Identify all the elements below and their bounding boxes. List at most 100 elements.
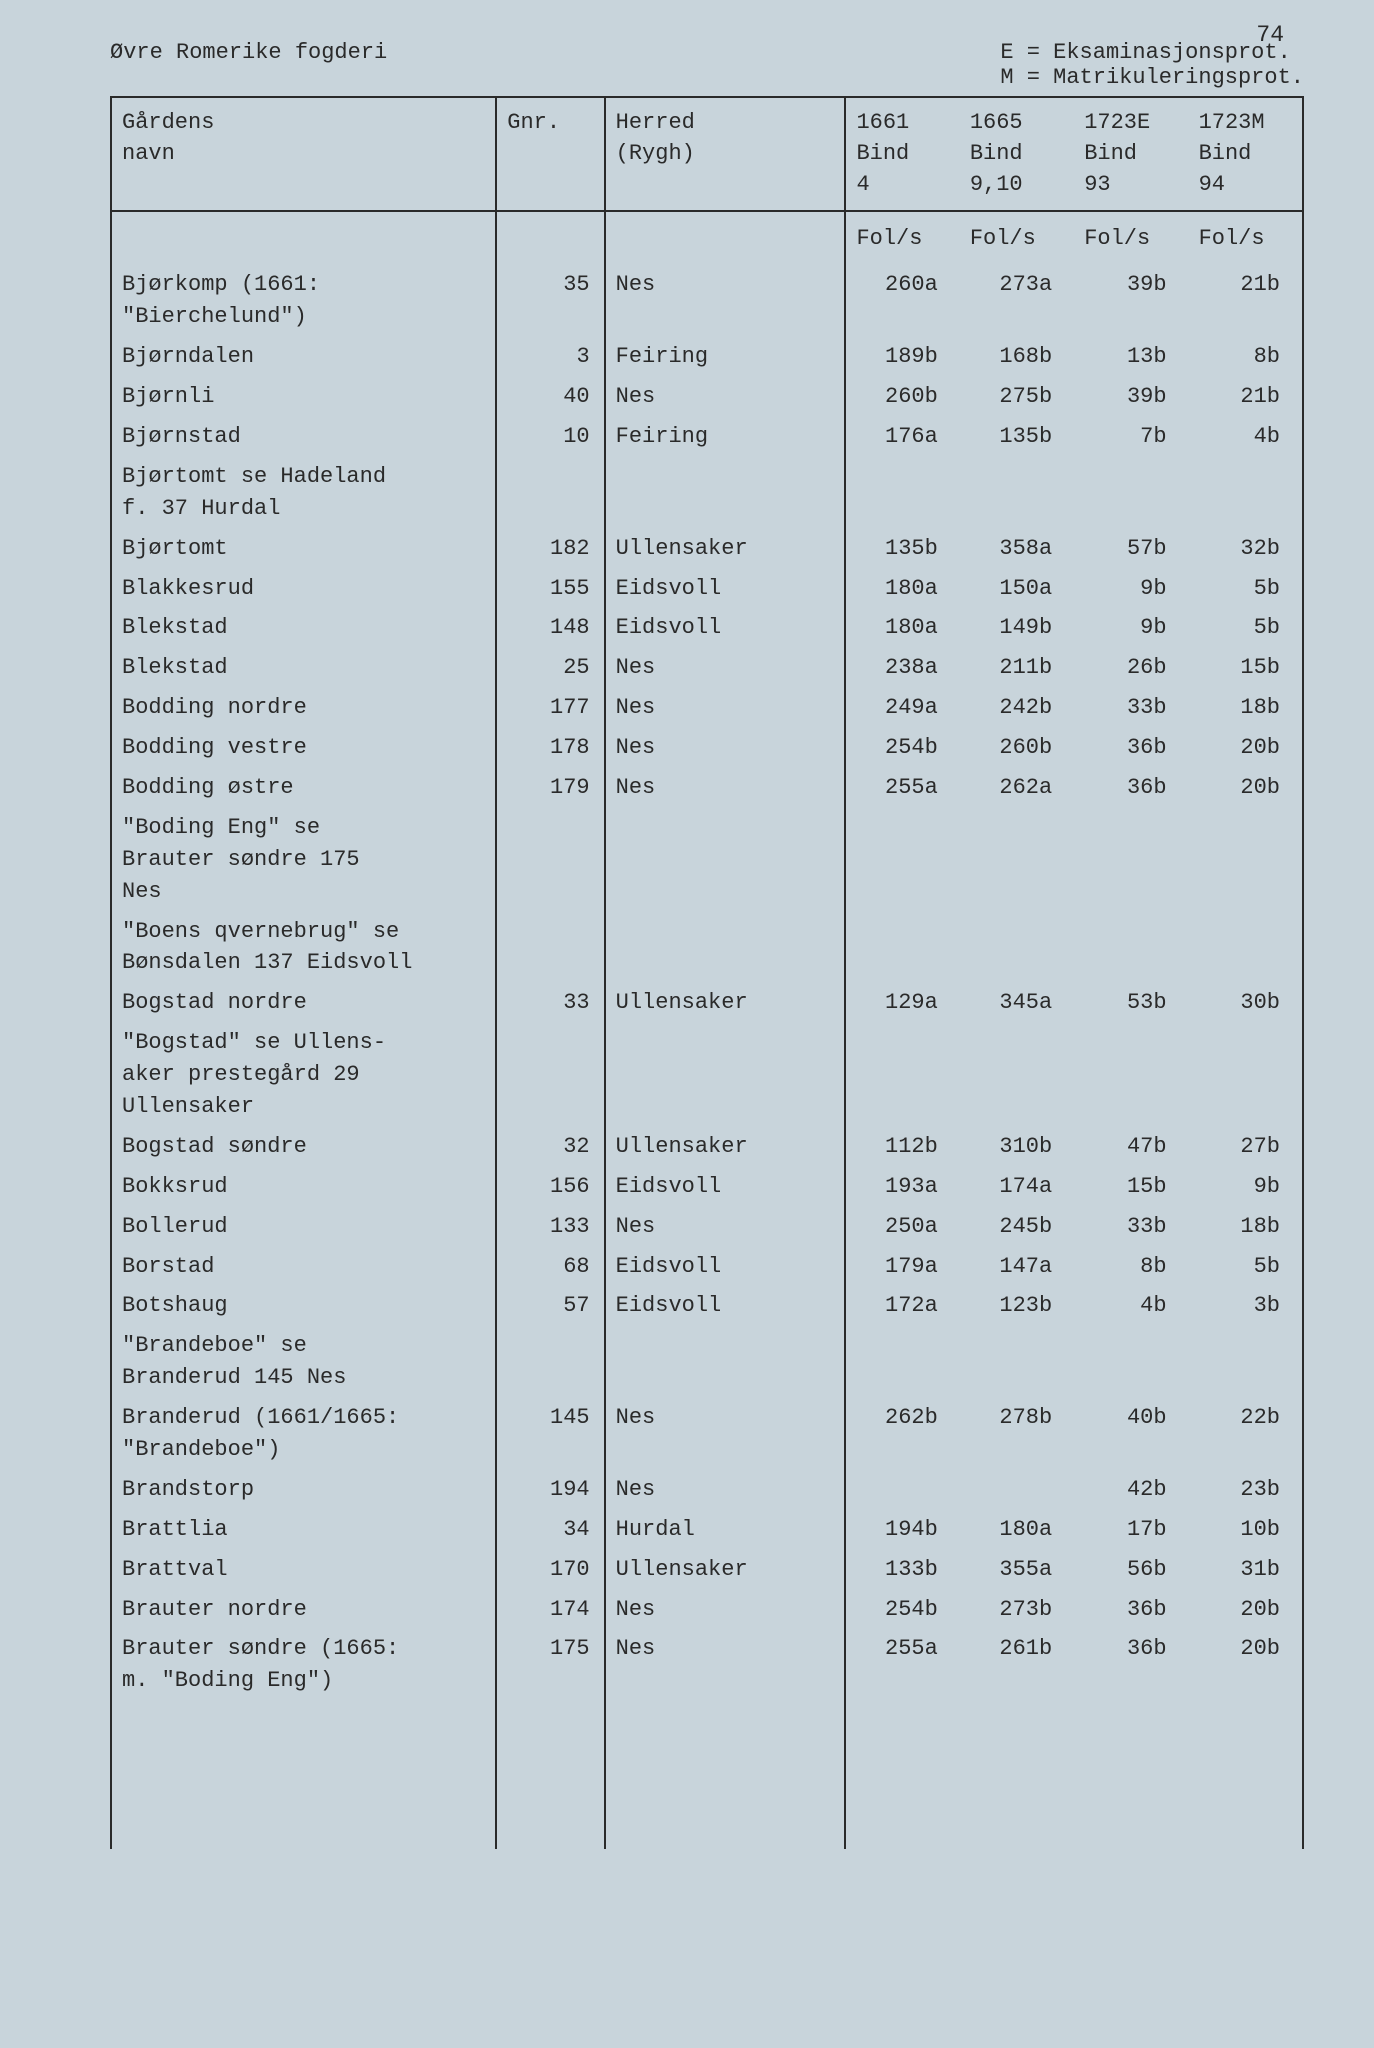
cell-1723e: 36b xyxy=(1074,768,1188,808)
cell-1665: 310b xyxy=(960,1127,1074,1167)
cell-herred: Eidsvoll xyxy=(605,1167,846,1207)
cell-herred: Hurdal xyxy=(605,1510,846,1550)
table-row: Blakkesrud155Eidsvoll180a150a9b5b xyxy=(111,569,1303,609)
cell-1661: 180a xyxy=(845,569,959,609)
cell-gnr: 179 xyxy=(496,768,604,808)
cell-1665: 275b xyxy=(960,377,1074,417)
cell-name: Brattlia xyxy=(111,1510,496,1550)
cell-1661: 262b xyxy=(845,1398,959,1470)
cell-1723m: 5b xyxy=(1189,608,1303,648)
cell-1723e: 7b xyxy=(1074,417,1188,457)
cell-herred: Ullensaker xyxy=(605,1550,846,1590)
cell-gnr: 175 xyxy=(496,1629,604,1701)
cell-1661 xyxy=(845,808,959,912)
cell-name: Bjørtomt xyxy=(111,529,496,569)
cell-1661: 179a xyxy=(845,1247,959,1287)
cell-name: Botshaug xyxy=(111,1286,496,1326)
cell-1661: 133b xyxy=(845,1550,959,1590)
table-row: "Bogstad" se Ullens- aker prestegård 29 … xyxy=(111,1023,1303,1127)
cell-1723e: 33b xyxy=(1074,688,1188,728)
cell-1661: 238a xyxy=(845,648,959,688)
cell-name: "Brandeboe" se Branderud 145 Nes xyxy=(111,1326,496,1398)
cell-1723m: 27b xyxy=(1189,1127,1303,1167)
table-row: Brattval170Ullensaker133b355a56b31b xyxy=(111,1550,1303,1590)
table-header: Gårdens navn Gnr. Herred (Rygh) 1661 Bin… xyxy=(111,97,1303,265)
cell-1723e: 36b xyxy=(1074,728,1188,768)
cell-1665: 180a xyxy=(960,1510,1074,1550)
cell-1723m: 3b xyxy=(1189,1286,1303,1326)
cell-1723e: 36b xyxy=(1074,1590,1188,1630)
cell-1723m: 22b xyxy=(1189,1398,1303,1470)
cell-1723e: 56b xyxy=(1074,1550,1188,1590)
table-row: Bjørnstad10Feiring176a135b7b4b xyxy=(111,417,1303,457)
cell-herred xyxy=(605,457,846,529)
cell-gnr: 194 xyxy=(496,1470,604,1510)
cell-1661: 255a xyxy=(845,768,959,808)
cell-herred: Ullensaker xyxy=(605,1127,846,1167)
cell-herred: Nes xyxy=(605,1207,846,1247)
cell-1661: 176a xyxy=(845,417,959,457)
document-title: Øvre Romerike fogderi xyxy=(110,40,387,90)
table-row xyxy=(111,1701,1303,1849)
cell-1723m: 20b xyxy=(1189,728,1303,768)
cell-gnr: 170 xyxy=(496,1550,604,1590)
cell-gnr: 34 xyxy=(496,1510,604,1550)
cell-gnr xyxy=(496,808,604,912)
cell-name: Bogstad nordre xyxy=(111,983,496,1023)
cell-1723e: 9b xyxy=(1074,608,1188,648)
table-row: Bjørtomt182Ullensaker135b358a57b32b xyxy=(111,529,1303,569)
cell-herred: Feiring xyxy=(605,337,846,377)
cell-herred: Ullensaker xyxy=(605,529,846,569)
cell-1661: 172a xyxy=(845,1286,959,1326)
cell-1723e xyxy=(1074,457,1188,529)
cell-gnr: 25 xyxy=(496,648,604,688)
cell-1661 xyxy=(845,1701,959,1849)
cell-1665: 174a xyxy=(960,1167,1074,1207)
cell-1723m: 20b xyxy=(1189,1590,1303,1630)
cell-1665 xyxy=(960,912,1074,984)
sub-fols-3: Fol/s xyxy=(1074,211,1188,265)
cell-name: Bjørkomp (1661: "Bierchelund") xyxy=(111,265,496,337)
cell-1665: 211b xyxy=(960,648,1074,688)
col-1665: 1665 Bind 9,10 xyxy=(960,97,1074,211)
cell-1661: 250a xyxy=(845,1207,959,1247)
cell-1661: 180a xyxy=(845,608,959,648)
cell-gnr: 40 xyxy=(496,377,604,417)
sub-fols-2: Fol/s xyxy=(960,211,1074,265)
cell-gnr xyxy=(496,1326,604,1398)
page-header: Øvre Romerike fogderi E = Eksaminasjonsp… xyxy=(110,40,1304,90)
cell-1723e: 26b xyxy=(1074,648,1188,688)
cell-name: Bjørnli xyxy=(111,377,496,417)
table-row: Brandstorp194Nes42b23b xyxy=(111,1470,1303,1510)
cell-herred xyxy=(605,1326,846,1398)
table-row: Bjørkomp (1661: "Bierchelund")35Nes260a2… xyxy=(111,265,1303,337)
cell-1661: 254b xyxy=(845,1590,959,1630)
cell-gnr: 32 xyxy=(496,1127,604,1167)
cell-name: Borstad xyxy=(111,1247,496,1287)
cell-1661: 249a xyxy=(845,688,959,728)
cell-name: Bjørnstad xyxy=(111,417,496,457)
col-1723e: 1723E Bind 93 xyxy=(1074,97,1188,211)
cell-1661: 193a xyxy=(845,1167,959,1207)
cell-1665: 355a xyxy=(960,1550,1074,1590)
col-1661: 1661 Bind 4 xyxy=(845,97,959,211)
document-page: 74 Øvre Romerike fogderi E = Eksaminasjo… xyxy=(0,0,1374,2048)
cell-1665 xyxy=(960,1470,1074,1510)
cell-name: "Bogstad" se Ullens- aker prestegård 29 … xyxy=(111,1023,496,1127)
table-row: Botshaug57Eidsvoll172a123b4b3b xyxy=(111,1286,1303,1326)
cell-name: Blekstad xyxy=(111,608,496,648)
cell-name: Bodding vestre xyxy=(111,728,496,768)
cell-1723m: 5b xyxy=(1189,569,1303,609)
cell-1723m xyxy=(1189,1701,1303,1849)
cell-1661: 260b xyxy=(845,377,959,417)
cell-1723e: 4b xyxy=(1074,1286,1188,1326)
cell-gnr: 133 xyxy=(496,1207,604,1247)
cell-1723e: 40b xyxy=(1074,1398,1188,1470)
cell-gnr xyxy=(496,457,604,529)
cell-name: Branderud (1661/1665: "Brandeboe") xyxy=(111,1398,496,1470)
table-row: Blekstad25Nes238a211b26b15b xyxy=(111,648,1303,688)
col-herred: Herred (Rygh) xyxy=(605,97,846,211)
cell-herred xyxy=(605,1701,846,1849)
cell-1665: 245b xyxy=(960,1207,1074,1247)
table-row: Bodding østre179Nes255a262a36b20b xyxy=(111,768,1303,808)
